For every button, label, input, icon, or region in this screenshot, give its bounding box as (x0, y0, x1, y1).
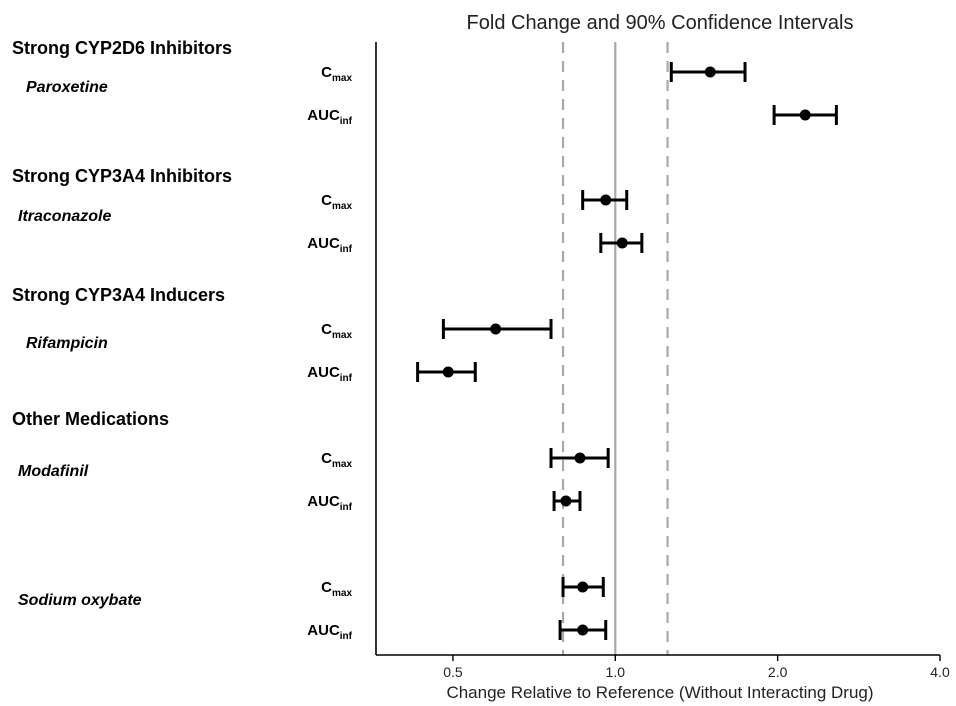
metric-subscript: max (332, 73, 352, 84)
point-estimate (574, 452, 586, 464)
row-metric-label: AUCinf (307, 493, 352, 513)
row-metric-label: Cmax (321, 321, 352, 341)
x-tick-label-2: 2.0 (768, 664, 788, 680)
x-tick-label-3: 4.0 (930, 664, 950, 680)
point-estimate (799, 109, 811, 121)
point-estimate (577, 624, 589, 636)
row-metric-label: AUCinf (307, 622, 352, 642)
group-label: Strong CYP3A4 Inhibitors (12, 166, 232, 186)
metric-name: AUC (307, 493, 340, 510)
row-metric-label: Cmax (321, 450, 352, 470)
x-tick-label-1: 1.0 (606, 664, 626, 680)
metric-subscript: inf (340, 244, 353, 255)
drug-label: Paroxetine (26, 79, 108, 96)
x-tick-label-0: 0.5 (443, 664, 463, 680)
drug-label: Modafinil (18, 463, 89, 480)
metric-name: C (321, 450, 332, 467)
group-label: Strong CYP3A4 Inducers (12, 285, 225, 305)
row-labels: Strong CYP2D6 Inhibitors Paroxetine Cmax AU… (12, 38, 353, 642)
metric-subscript: max (332, 330, 352, 341)
row-metric-label: AUCinf (307, 235, 352, 255)
drug-label: Sodium oxybate (18, 592, 142, 609)
chart-title: Fold Change and 90% Confidence Intervals (467, 12, 854, 34)
point-estimate (490, 323, 502, 335)
row-metric-label: Cmax (321, 64, 352, 84)
row-metric-label: Cmax (321, 192, 352, 212)
point-estimate (560, 495, 572, 507)
metric-name: C (321, 579, 332, 596)
row-metric-label: AUCinf (307, 107, 352, 127)
point-estimate (600, 194, 612, 206)
metric-name: C (321, 321, 332, 338)
metric-subscript: inf (340, 373, 353, 384)
row-metric-label: Cmax (321, 579, 352, 599)
metric-subscript: max (332, 459, 352, 470)
metric-name: C (321, 64, 332, 81)
metric-subscript: inf (340, 502, 353, 513)
row-metric-label: AUCinf (307, 364, 352, 384)
point-estimate (442, 366, 454, 378)
x-axis: 0.5 1.0 2.0 4.0 (375, 42, 950, 680)
x-axis-label: Change Relative to Reference (Without In… (446, 683, 873, 702)
drug-label: Rifampicin (26, 335, 108, 352)
group-label: Other Medications (12, 409, 169, 429)
point-estimate (704, 66, 716, 78)
drug-label: Itraconazole (18, 208, 111, 225)
metric-name: C (321, 192, 332, 209)
point-estimate (616, 237, 628, 249)
plot-area (416, 42, 838, 655)
metric-subscript: inf (340, 116, 353, 127)
metric-subscript: max (332, 588, 352, 599)
metric-name: AUC (307, 235, 340, 252)
metric-name: AUC (307, 364, 340, 381)
metric-name: AUC (307, 107, 340, 124)
metric-name: AUC (307, 622, 340, 639)
metric-subscript: max (332, 201, 352, 212)
point-estimate (577, 581, 589, 593)
group-label: Strong CYP2D6 Inhibitors (12, 38, 232, 58)
metric-subscript: inf (340, 631, 353, 642)
